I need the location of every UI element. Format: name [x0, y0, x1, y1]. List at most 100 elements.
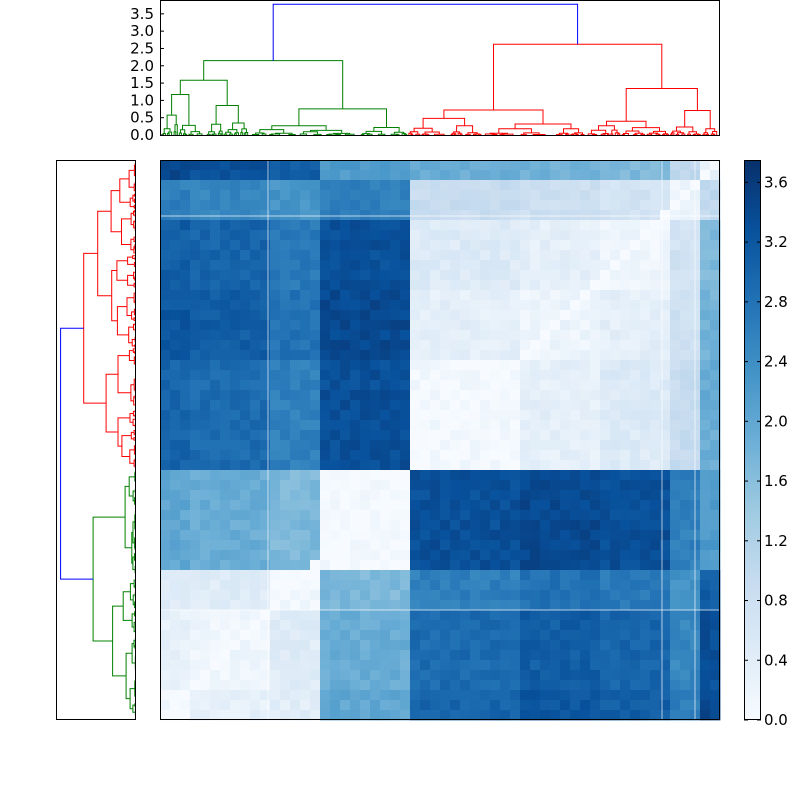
- heatmap-cell: [450, 570, 461, 581]
- heatmap-cell: [430, 520, 441, 531]
- heatmap-cell: [600, 240, 611, 251]
- heatmap-cell: [660, 470, 671, 481]
- heatmap-cell: [420, 370, 431, 381]
- heatmap-cell: [380, 210, 391, 221]
- heatmap-cell: [700, 480, 711, 491]
- heatmap-cell: [580, 440, 591, 451]
- heatmap-cell: [660, 360, 671, 371]
- heatmap-cell: [500, 600, 511, 611]
- heatmap-cell: [280, 710, 291, 721]
- heatmap-cell: [340, 570, 351, 581]
- heatmap-cell: [600, 370, 611, 381]
- left-dendrogram: [56, 160, 136, 720]
- heatmap-cell: [410, 530, 421, 541]
- heatmap-cell: [260, 520, 271, 531]
- heatmap-cell: [240, 260, 251, 271]
- heatmap-cell: [160, 170, 171, 181]
- heatmap-cell: [380, 290, 391, 301]
- heatmap-cell: [370, 390, 381, 401]
- heatmap-cell: [270, 550, 281, 561]
- heatmap-cell: [360, 590, 371, 601]
- heatmap-cell: [520, 630, 531, 641]
- heatmap-cell: [680, 370, 691, 381]
- heatmap-cell: [680, 470, 691, 481]
- heatmap-cell: [280, 600, 291, 611]
- heatmap-cell: [200, 440, 211, 451]
- heatmap-cell: [520, 470, 531, 481]
- heatmap-cell: [630, 260, 641, 271]
- heatmap-cell: [670, 310, 681, 321]
- heatmap-cell: [240, 320, 251, 331]
- heatmap-cell: [330, 510, 341, 521]
- heatmap-cell: [210, 290, 221, 301]
- heatmap-cell: [680, 300, 691, 311]
- heatmap-cell: [340, 280, 351, 291]
- heatmap-cell: [240, 700, 251, 711]
- heatmap-cell: [550, 520, 561, 531]
- heatmap-cell: [250, 620, 261, 631]
- heatmap-cell: [500, 550, 511, 561]
- heatmap-cell: [470, 470, 481, 481]
- heatmap-cell: [300, 230, 311, 241]
- heatmap-cell: [190, 360, 201, 371]
- heatmap-cell: [480, 500, 491, 511]
- heatmap-cell: [460, 180, 471, 191]
- heatmap-cell: [510, 630, 521, 641]
- dendrogram-link: [203, 60, 344, 109]
- heatmap-cell: [410, 400, 421, 411]
- heatmap-cell: [280, 440, 291, 451]
- heatmap-cell: [620, 640, 631, 651]
- heatmap-cell: [660, 560, 671, 571]
- heatmap-cell: [270, 570, 281, 581]
- heatmap-cell: [650, 200, 661, 211]
- heatmap-cell: [480, 230, 491, 241]
- heatmap-cell: [390, 310, 401, 321]
- heatmap-cell: [170, 380, 181, 391]
- heatmap-cell: [580, 400, 591, 411]
- heatmap-cell: [370, 240, 381, 251]
- heatmap-cell: [610, 340, 621, 351]
- heatmap-cell: [190, 420, 201, 431]
- heatmap-cell: [600, 230, 611, 241]
- heatmap-cell: [540, 460, 551, 471]
- heatmap-cell: [300, 340, 311, 351]
- heatmap-cell: [300, 620, 311, 631]
- heatmap-cell: [410, 570, 421, 581]
- heatmap-cell: [520, 180, 531, 191]
- heatmap-cell: [270, 230, 281, 241]
- heatmap-cell: [530, 510, 541, 521]
- heatmap-cell: [410, 290, 421, 301]
- heatmap-cell: [490, 560, 501, 571]
- colorbar-frame: [744, 160, 761, 720]
- heatmap-cell: [350, 270, 361, 281]
- heatmap-cell: [280, 530, 291, 541]
- heatmap-cell: [530, 330, 541, 341]
- heatmap-cell: [380, 530, 391, 541]
- heatmap-cell: [520, 250, 531, 261]
- heatmap-cell: [530, 650, 541, 661]
- heatmap-cell: [500, 430, 511, 441]
- heatmap-cell: [310, 680, 321, 691]
- heatmap-cell: [580, 420, 591, 431]
- heatmap-cell: [560, 180, 571, 191]
- heatmap-cell: [330, 420, 341, 431]
- heatmap-cell: [300, 240, 311, 251]
- heatmap-cell: [590, 670, 601, 681]
- dendrogram-link: [514, 123, 572, 129]
- heatmap-cell: [200, 520, 211, 531]
- heatmap-cell: [270, 360, 281, 371]
- heatmap-cell: [660, 570, 671, 581]
- heatmap-cell: [420, 400, 431, 411]
- heatmap-cell: [510, 270, 521, 281]
- heatmap-cell: [200, 210, 211, 221]
- heatmap-cell: [520, 450, 531, 461]
- heatmap-cell: [240, 680, 251, 691]
- heatmap-cell: [580, 230, 591, 241]
- heatmap-cell: [630, 520, 641, 531]
- heatmap-cell: [540, 540, 551, 551]
- heatmap-cell: [550, 450, 561, 461]
- heatmap-cell: [560, 200, 571, 211]
- heatmap-cell: [210, 450, 221, 461]
- heatmap-cell: [330, 550, 341, 561]
